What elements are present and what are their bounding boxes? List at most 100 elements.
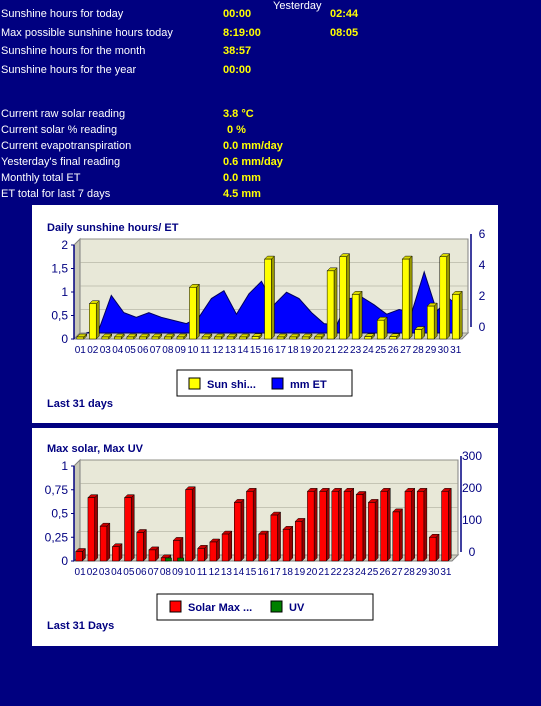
sun-bar: [339, 253, 351, 340]
y2-tick-label: 6: [479, 227, 486, 241]
solar-bar-front: [319, 491, 327, 562]
x-tick-label: 20: [306, 567, 318, 578]
sun-bar: [364, 333, 376, 340]
solar-bar-side: [265, 530, 269, 562]
sun-bar-front: [89, 303, 97, 340]
chart-footer: Last 31 Days: [47, 620, 114, 632]
y2-tick-label: 4: [479, 258, 486, 272]
sun-bar: [251, 333, 263, 340]
solar-bar: [294, 517, 306, 562]
reading-value: 0.6 mm/day: [223, 156, 283, 168]
sun-bar-front: [376, 319, 385, 340]
sun-bar: [226, 333, 238, 340]
solar-bar: [270, 511, 282, 562]
x-tick-label: 06: [136, 567, 148, 578]
sun-bar-side: [333, 267, 338, 340]
solar-bar-side: [130, 494, 135, 562]
sun-bar: [101, 333, 113, 340]
x-tick-label: 15: [245, 567, 257, 578]
y2-tick-label: 0: [469, 545, 476, 559]
solar-bar-side: [313, 487, 318, 562]
x-tick-label: 25: [375, 345, 387, 356]
x-tick-label: 10: [187, 345, 199, 356]
sun-bar-side: [346, 253, 350, 340]
sun-bar: [213, 333, 225, 340]
uv-bar: [177, 557, 184, 562]
legend-swatch-solar: [169, 600, 182, 613]
solar-bar-front: [368, 502, 376, 562]
solar-bar-side: [338, 487, 342, 562]
sun-bar: [76, 333, 88, 340]
solar-bar-side: [399, 508, 403, 562]
yesterday-header: Yesterday: [273, 0, 322, 12]
sun-bar-front: [139, 336, 147, 340]
sun-bar-front: [276, 336, 285, 340]
x-tick-label: 30: [438, 345, 450, 356]
y-tick-label: 1: [61, 459, 68, 473]
x-tick-label: 28: [404, 567, 416, 578]
solar-bar: [306, 487, 318, 562]
solar-bar: [148, 546, 160, 562]
solar-bar-side: [240, 498, 245, 562]
sun-bar-side: [458, 290, 463, 340]
x-tick-label: 05: [123, 567, 135, 578]
solar-bar-side: [326, 487, 330, 562]
legend-box: [156, 593, 374, 621]
sun-bar-front: [176, 336, 185, 340]
sun-bar-front: [76, 336, 84, 340]
solar-bar-front: [331, 491, 339, 562]
reading-value: 0 %: [227, 124, 246, 136]
y2-tick-label: 200: [462, 481, 482, 495]
legend-label-et: mm ET: [290, 379, 327, 391]
x-tick-label: 09: [172, 567, 184, 578]
solar-bar: [245, 487, 257, 562]
sun-bar: [138, 333, 150, 340]
solar-bar-side: [435, 533, 440, 562]
sun-bar: [163, 333, 175, 340]
x-tick-label: 29: [425, 345, 437, 356]
solar-bar-front: [270, 514, 278, 562]
sun-bar: [126, 333, 138, 340]
sun-bar: [201, 333, 213, 340]
reading-row: Current raw solar reading 3.8 °C: [0, 108, 541, 124]
solar-bar-front: [136, 532, 144, 562]
x-tick-label: 20: [313, 345, 325, 356]
sunshine-et-chart-panel: Daily sunshine hours/ ET 2 1,5 1 0,5 0 6 4 2 0 01…: [32, 205, 498, 423]
x-tick-label: 14: [233, 567, 245, 578]
solar-bar: [209, 538, 221, 562]
x-tick-label: 18: [287, 345, 299, 356]
solar-bar-side: [277, 511, 281, 562]
x-tick-label: 28: [413, 345, 425, 356]
chart-footer: Last 31 days: [47, 398, 113, 410]
plot-area: 1 0,75 0,5 0,25 0 300 200 100 0 01 02 03 04 05 06 07 08 0…: [45, 449, 483, 578]
stat-yesterday-value: 02:44: [330, 8, 359, 20]
sun-bar-side: [383, 316, 388, 340]
x-tick-label: 15: [250, 345, 262, 356]
sun-bar-side: [271, 255, 275, 340]
sun-bar-side: [446, 253, 450, 340]
x-tick-label: 25: [367, 567, 379, 578]
reading-row: Yesterday's final reading 0.6 mm/day: [0, 156, 541, 172]
solar-bar: [319, 487, 330, 562]
solar-bar: [123, 494, 135, 562]
x-tick-label: 09: [175, 345, 187, 356]
solar-bar: [172, 536, 184, 562]
x-tick-label: 27: [400, 345, 412, 356]
sun-bar: [451, 290, 463, 340]
solar-bar: [258, 530, 269, 562]
x-tick-label: 31: [440, 567, 452, 578]
solar-bar: [379, 487, 391, 562]
sun-bar: [314, 333, 326, 340]
solar-bar-front: [124, 497, 132, 562]
plot-side-wall: [73, 237, 81, 341]
solar-uv-chart-panel: Max solar, Max UV 1 0,75 0,5 0,25 0 300 200 100…: [32, 428, 498, 646]
sun-bar: [263, 255, 276, 340]
solar-bar-front: [294, 521, 303, 562]
solar-bar-front: [234, 502, 242, 562]
x-tick-label: 16: [257, 567, 269, 578]
sun-bar-front: [414, 329, 422, 340]
legend-swatch-uv: [270, 600, 283, 613]
y-tick-label: 0,5: [51, 309, 68, 323]
x-tick-label: 23: [343, 567, 355, 578]
sun-bar: [176, 333, 188, 340]
